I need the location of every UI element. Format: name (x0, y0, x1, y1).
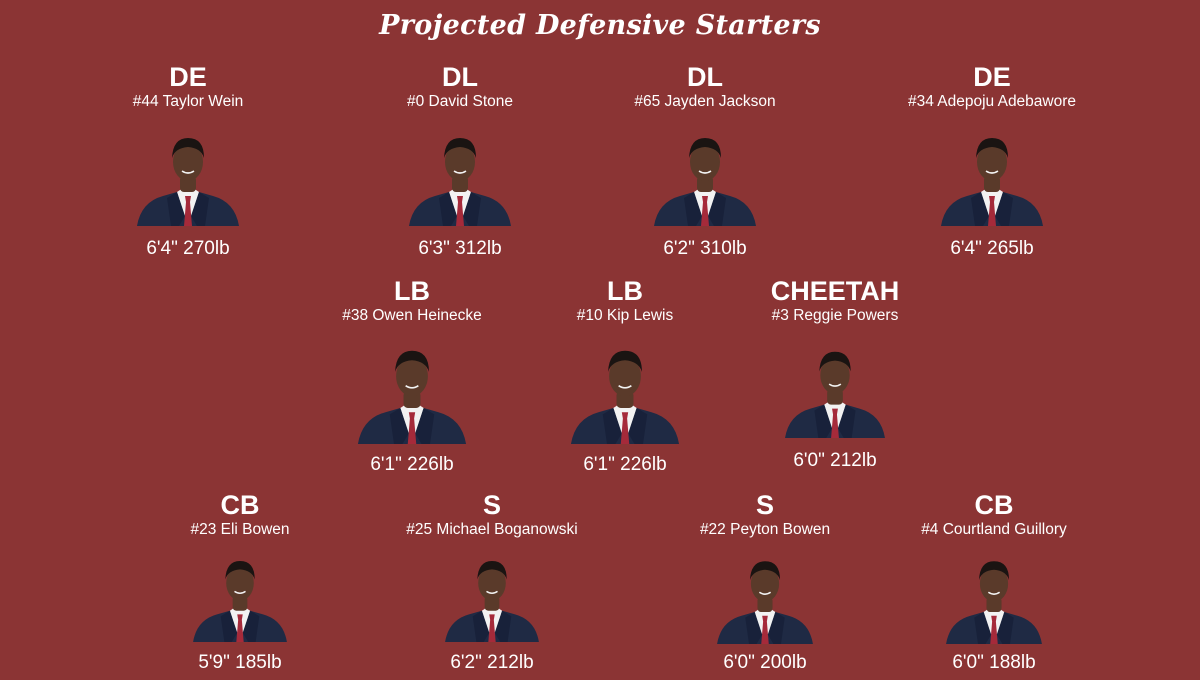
player-card-de-left: DE #44 Taylor Wein 6'4" 270lb (68, 62, 308, 260)
player-headshot (136, 137, 240, 226)
player-position: LB (607, 276, 643, 306)
player-position: DE (973, 62, 1011, 92)
player-headshot (945, 560, 1043, 644)
player-position: CB (974, 490, 1014, 520)
player-card-cheetah: CHEETAH #3 Reggie Powers 6'0" 212lb (715, 276, 955, 472)
player-name: #34 Adepoju Adebawore (907, 93, 1077, 110)
player-card-lb-left: LB #38 Owen Heinecke 6'1" 226lb (292, 276, 532, 476)
player-card-de-right: DE #34 Adepoju Adebawore 6'4" 265lb (872, 62, 1112, 260)
player-position: DL (687, 62, 723, 92)
player-name: #3 Reggie Powers (771, 307, 899, 324)
player-position: CHEETAH (770, 276, 900, 306)
player-card-cb-left: CB #23 Eli Bowen 5'9" 185lb (120, 490, 360, 674)
player-card-cb-right: CB #4 Courtland Guillory 6'0" 188lb (874, 490, 1114, 674)
page-title: Projected Defensive Starters (379, 10, 821, 41)
player-name: #4 Courtland Guillory (921, 521, 1067, 538)
player-headshot (940, 137, 1044, 226)
player-position: S (482, 490, 501, 520)
player-name: #22 Peyton Bowen (699, 521, 831, 538)
player-measurements: 6'1" 226lb (583, 454, 667, 475)
player-measurements: 6'4" 265lb (950, 238, 1034, 259)
player-headshot (784, 350, 886, 438)
player-measurements: 6'4" 270lb (146, 238, 230, 259)
player-headshot (357, 349, 467, 444)
player-position: DE (169, 62, 207, 92)
player-name: #10 Kip Lewis (576, 307, 674, 324)
player-card-dl-left: DL #0 David Stone 6'3" 312lb (340, 62, 580, 260)
player-measurements: 6'0" 188lb (952, 652, 1036, 673)
player-headshot (408, 137, 512, 226)
player-name: #38 Owen Heinecke (342, 307, 482, 324)
player-measurements: 6'2" 310lb (663, 238, 747, 259)
player-measurements: 5'9" 185lb (198, 652, 282, 673)
player-measurements: 6'0" 200lb (723, 652, 807, 673)
player-position: CB (220, 490, 260, 520)
player-card-s-left: S #25 Michael Boganowski 6'2" 212lb (372, 490, 612, 674)
player-name: #0 David Stone (407, 93, 513, 110)
player-position: S (755, 490, 774, 520)
player-headshot (653, 137, 757, 226)
player-name: #65 Jayden Jackson (634, 93, 776, 110)
player-headshot (716, 560, 814, 644)
player-headshot (570, 349, 680, 444)
player-card-dl-right: DL #65 Jayden Jackson 6'2" 310lb (585, 62, 825, 260)
player-name: #23 Eli Bowen (190, 521, 290, 538)
player-position: DL (442, 62, 478, 92)
player-position: LB (394, 276, 430, 306)
player-headshot (444, 560, 540, 642)
player-name: #44 Taylor Wein (132, 93, 244, 110)
player-card-s-right: S #22 Peyton Bowen 6'0" 200lb (645, 490, 885, 674)
player-measurements: 6'3" 312lb (418, 238, 502, 259)
player-measurements: 6'1" 226lb (370, 454, 454, 475)
player-measurements: 6'0" 212lb (793, 450, 877, 471)
player-card-lb-right: LB #10 Kip Lewis 6'1" 226lb (505, 276, 745, 476)
player-headshot (192, 560, 288, 642)
player-measurements: 6'2" 212lb (450, 652, 534, 673)
player-name: #25 Michael Boganowski (406, 521, 578, 538)
